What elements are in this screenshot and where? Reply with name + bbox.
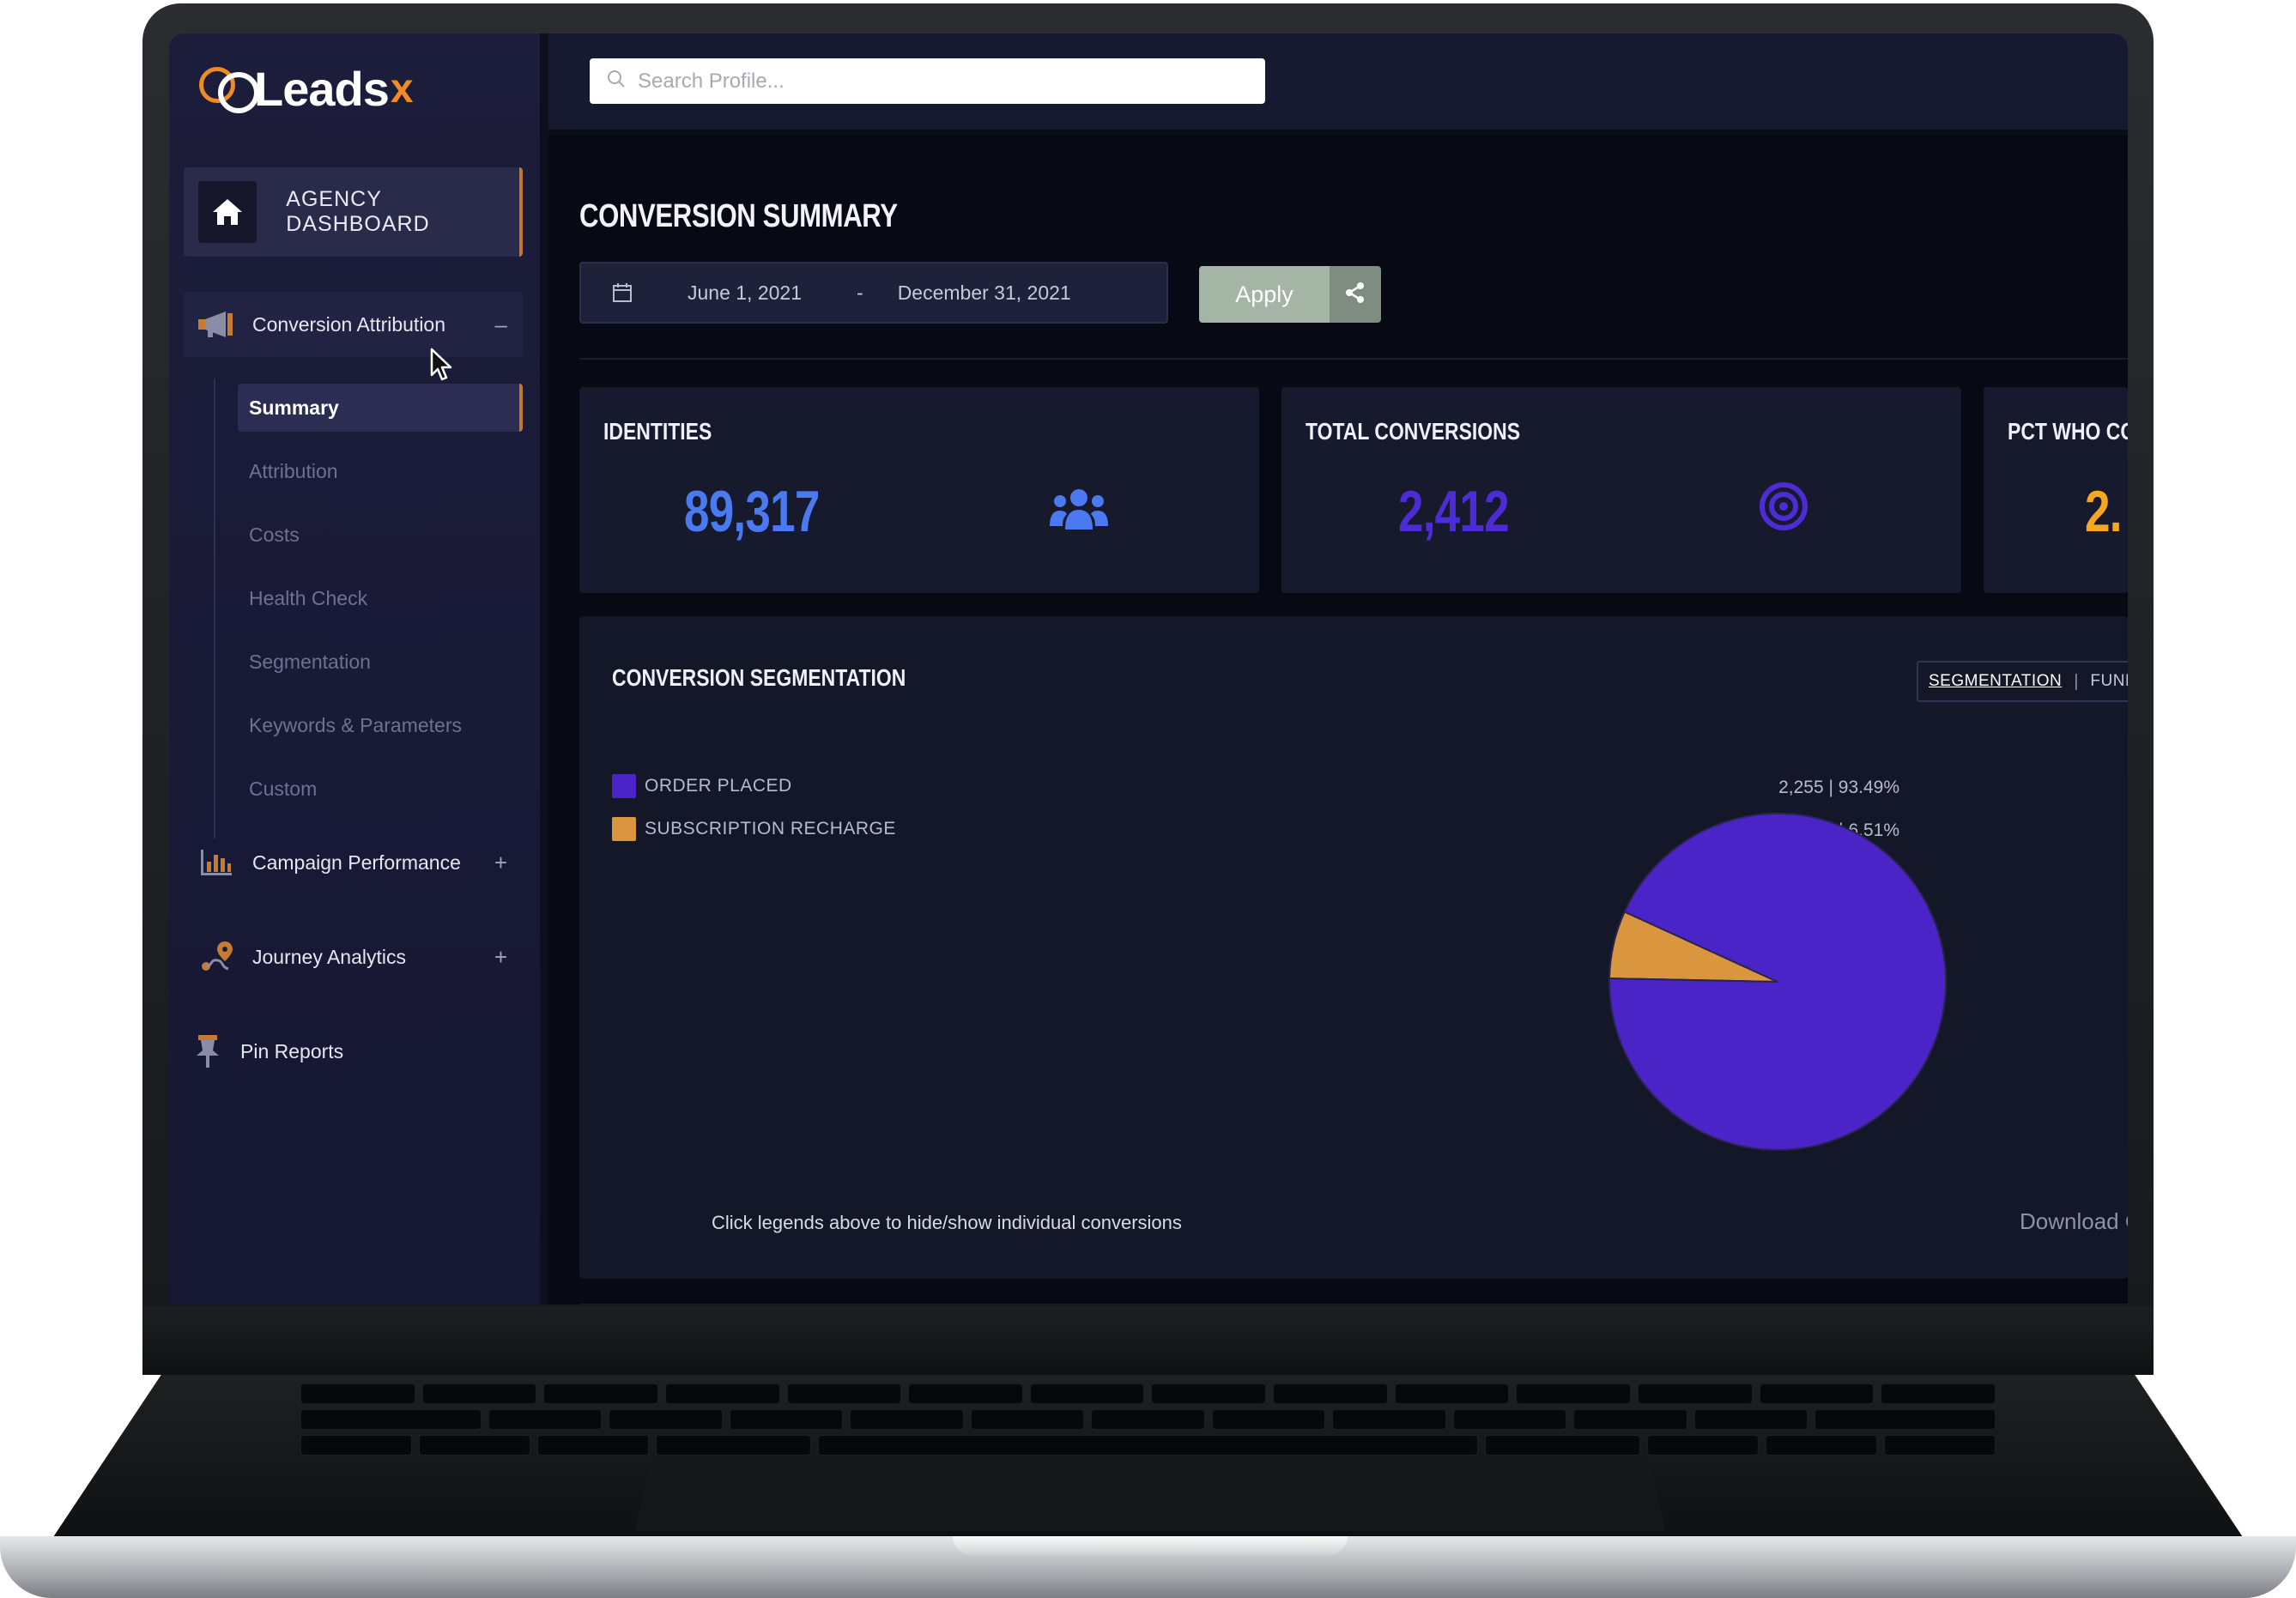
kpi-card-total-conversions: TOTAL CONVERSIONS 2,412 — [1281, 387, 1961, 593]
share-button[interactable] — [1330, 266, 1381, 323]
share-icon — [1345, 281, 1366, 308]
search-icon — [607, 70, 626, 93]
nav-group-journey-analytics[interactable]: Journey Analytics + — [184, 924, 523, 990]
agency-dashboard-button[interactable]: AGENCY DASHBOARD — [184, 167, 523, 257]
top-bar — [548, 33, 2128, 132]
legend-value: 2,255 | 93.49% — [1778, 778, 1899, 797]
pie-chart-svg — [1608, 813, 1947, 1151]
kpi-card-identities: IDENTITIES 89,317 — [579, 387, 1259, 593]
megaphone-icon — [196, 307, 237, 342]
download-link[interactable]: Download C — [2020, 1208, 2128, 1234]
home-icon — [198, 181, 257, 243]
sub-item-custom[interactable]: Custom — [249, 777, 318, 800]
nav-group-label: Pin Reports — [240, 1039, 344, 1062]
tab-segmentation[interactable]: SEGMENTATION — [1929, 672, 2063, 690]
date-range-picker[interactable]: June 1, 2021 - December 31, 2021 — [579, 262, 1168, 324]
expand-icon[interactable]: + — [494, 943, 507, 970]
sub-item-summary[interactable]: Summary — [238, 384, 523, 432]
nav-group-conversion-attribution[interactable]: Conversion Attribution – — [184, 292, 523, 357]
brand-logo[interactable]: Leads x — [197, 59, 414, 118]
legend-item-subscription-recharge[interactable]: SUBSCRIPTION RECHARGE — [612, 817, 896, 841]
sub-item-health-check[interactable]: Health Check — [249, 586, 368, 609]
segmentation-tabs: SEGMENTATION | FUNNE — [1917, 661, 2128, 702]
legend-swatch — [612, 774, 636, 798]
sub-item-keywords-parameters[interactable]: Keywords & Parameters — [249, 713, 462, 736]
route-pin-icon — [196, 940, 237, 974]
nav-group-label: Campaign Performance — [252, 850, 461, 874]
calendar-icon — [612, 282, 633, 303]
kpi-value: 89,317 — [684, 479, 820, 544]
sub-item-attribution[interactable]: Attribution — [249, 459, 338, 482]
nav-group-label: Conversion Attribution — [252, 312, 446, 336]
page-title: CONVERSION SUMMARY — [579, 198, 898, 234]
kpi-label: TOTAL CONVERSIONS — [1306, 418, 1521, 445]
target-icon — [1759, 481, 1808, 536]
collapse-icon[interactable]: – — [494, 311, 507, 337]
tab-funnel[interactable]: FUNNE — [2090, 672, 2128, 690]
conversion-segmentation-card: CONVERSION SEGMENTATION SEGMENTATION | F… — [579, 616, 2128, 1279]
tab-separator: | — [2074, 671, 2079, 691]
laptop-keyboard — [300, 1383, 1996, 1456]
kpi-value: 2,412 — [1398, 479, 1510, 544]
segmentation-title: CONVERSION SEGMENTATION — [612, 664, 906, 691]
legend-label: SUBSCRIPTION RECHARGE — [645, 819, 896, 838]
legend-swatch — [612, 817, 636, 841]
nav-group-pin-reports[interactable]: Pin Reports — [184, 1019, 523, 1084]
mouse-cursor-icon — [430, 348, 454, 386]
logo-mark-icon — [197, 60, 263, 117]
search-input[interactable] — [638, 69, 1239, 94]
laptop-screen: Leads x AGENCY DASHBOARD Conversion Attr… — [169, 33, 2128, 1304]
pie-slice-order-placed[interactable] — [1608, 813, 1947, 1151]
agency-dashboard-label: AGENCY DASHBOARD — [286, 187, 430, 236]
legend-item-order-placed[interactable]: ORDER PLACED — [612, 774, 792, 798]
users-icon — [1048, 487, 1110, 536]
kpi-value: 2. — [2085, 479, 2122, 544]
submenu-guide-line — [214, 378, 215, 838]
sub-item-costs[interactable]: Costs — [249, 523, 300, 546]
laptop-notch — [953, 1536, 1348, 1555]
laptop-trackpad — [635, 1459, 1665, 1531]
main-content: CONVERSION SUMMARY June 1, 2021 - Decemb… — [548, 135, 2128, 1304]
sub-item-segmentation[interactable]: Segmentation — [249, 650, 371, 673]
sidebar: Leads x AGENCY DASHBOARD Conversion Attr… — [169, 33, 540, 1304]
nav-group-label: Journey Analytics — [252, 945, 406, 968]
date-separator: - — [857, 281, 863, 304]
brand-name: Leads — [254, 61, 390, 116]
kpi-label: IDENTITIES — [603, 418, 712, 445]
bar-chart-icon — [196, 845, 237, 880]
apply-button[interactable]: Apply — [1199, 266, 1330, 323]
pushpin-icon — [187, 1034, 228, 1068]
expand-icon[interactable]: + — [494, 849, 507, 875]
brand-mark: x — [390, 65, 414, 112]
sidebar-divider — [540, 33, 548, 1304]
kpi-card-pct-who-converted: PCT WHO CON 2. — [1984, 387, 2128, 593]
pie-chart — [1606, 810, 1949, 1153]
legend-hint: Click legends above to hide/show individ… — [712, 1212, 1182, 1233]
laptop-chin — [142, 1306, 2154, 1375]
legend-label: ORDER PLACED — [645, 776, 792, 796]
kpi-label: PCT WHO CON — [2008, 418, 2128, 445]
nav-group-campaign-performance[interactable]: Campaign Performance + — [184, 830, 523, 895]
search-box[interactable] — [590, 58, 1265, 104]
end-date[interactable]: December 31, 2021 — [897, 281, 1071, 304]
section-divider — [579, 358, 2128, 360]
start-date[interactable]: June 1, 2021 — [688, 281, 803, 304]
